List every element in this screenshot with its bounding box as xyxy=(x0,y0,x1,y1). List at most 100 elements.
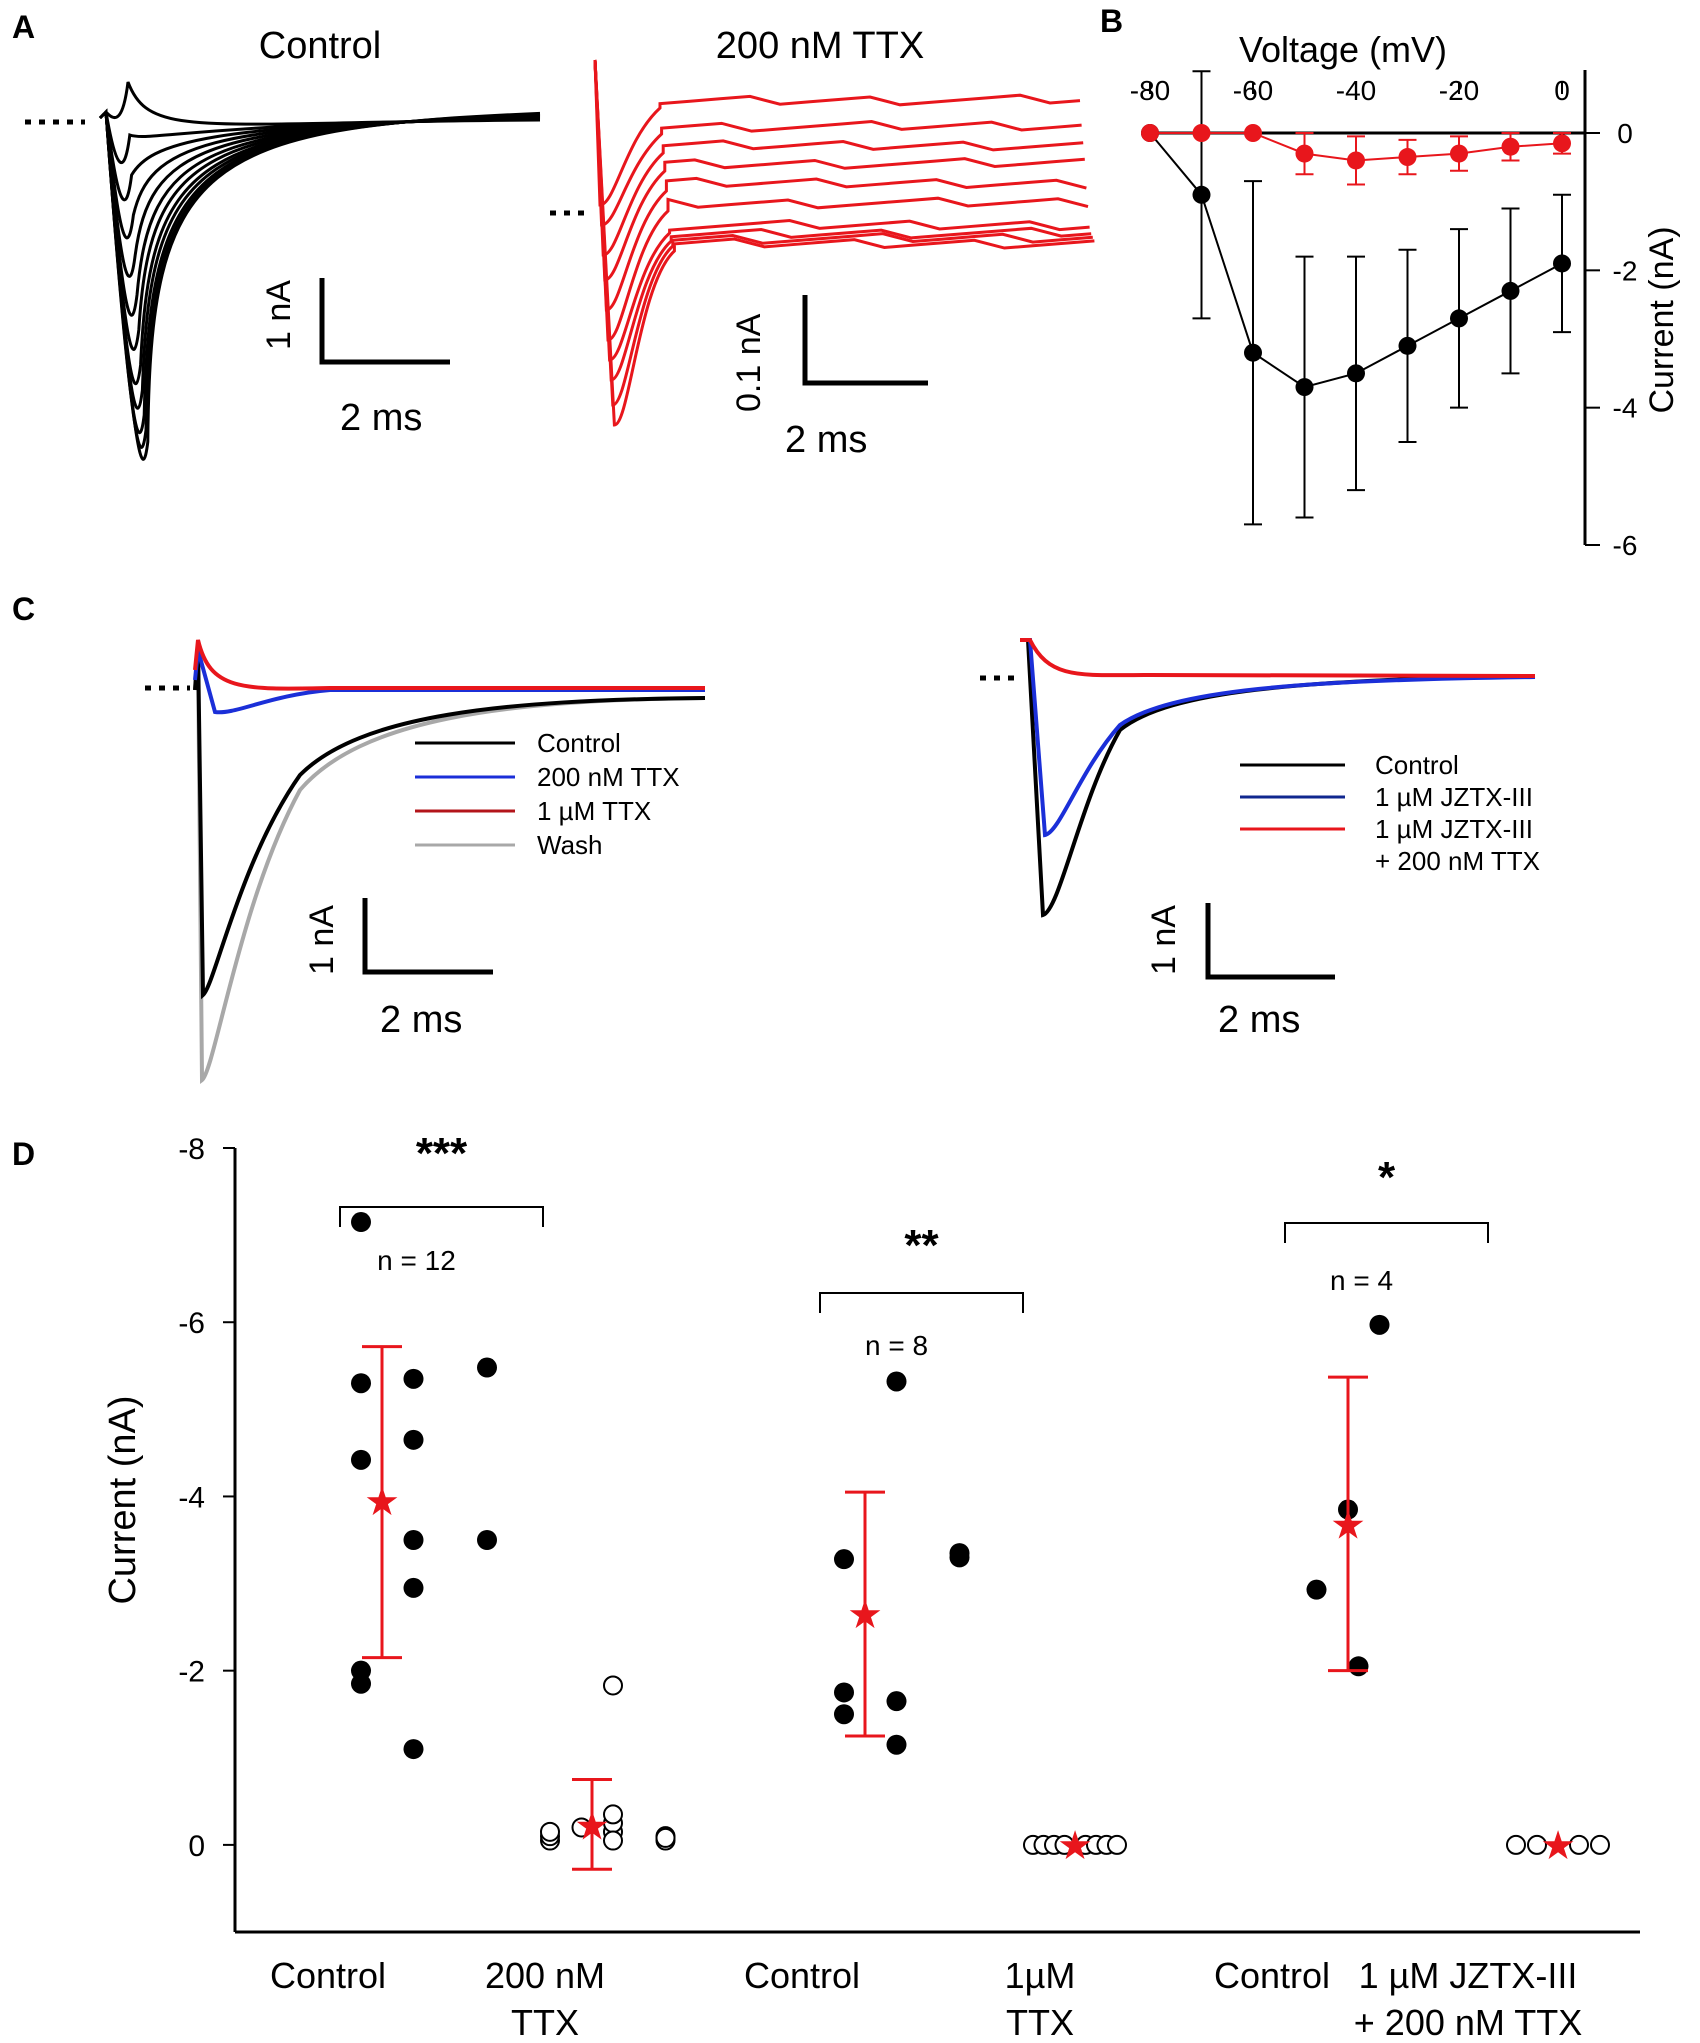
b-x-tick-label: -20 xyxy=(1439,75,1479,106)
b-point xyxy=(1192,185,1211,204)
d-x-label: Control xyxy=(1214,1955,1330,1996)
b-point xyxy=(1295,378,1314,397)
d-point-open xyxy=(603,1804,623,1825)
ttx-trace xyxy=(593,59,1085,282)
legend-text-control: Control xyxy=(537,728,621,758)
panel-d-label: D xyxy=(12,1136,35,1172)
d-y-tick-label: -6 xyxy=(178,1307,205,1340)
c-right-legend: Control 1 µM JZTX-III 1 µM JZTX-III + 20… xyxy=(1240,750,1540,876)
b-point xyxy=(1244,343,1262,362)
b-ylabel: Current (nA) xyxy=(1643,226,1681,413)
control-trace xyxy=(98,108,541,435)
ttx-trace xyxy=(593,59,1095,427)
b-y-tick-label: 0 xyxy=(1617,118,1633,149)
d-point-filled xyxy=(477,1357,497,1378)
d-x-label: + 200 nM TTX xyxy=(1354,2002,1582,2043)
d-x-label: Control xyxy=(744,1955,860,1996)
d-n-count: n = 8 xyxy=(865,1330,928,1361)
panel-c: C Control 200 nM TTX 1 µM TTX Wash Contr… xyxy=(12,591,1540,1085)
d-axes: -8 -6 -4 -2 0 xyxy=(178,1133,1640,1934)
d-point-filled xyxy=(403,1429,424,1450)
b-point xyxy=(1347,364,1365,383)
b-point xyxy=(1244,124,1262,142)
d-mean-star: ★ xyxy=(1057,1824,1093,1868)
b-y-tick-label: -4 xyxy=(1613,393,1638,424)
d-point-filled xyxy=(351,1449,371,1470)
c-left-legend: Control 200 nM TTX 1 µM TTX Wash xyxy=(415,728,680,860)
b-point xyxy=(1398,148,1417,167)
scale-ttx-y: 0.1 nA xyxy=(730,313,768,412)
d-mean-star: ★ xyxy=(847,1593,883,1637)
c-left-traces xyxy=(193,639,706,1085)
b-x-tick-label: 0 xyxy=(1554,75,1570,106)
d-point-filled xyxy=(403,1530,424,1550)
ttx-trace xyxy=(593,59,1090,362)
d-point-open xyxy=(1569,1834,1589,1855)
ttx-trace xyxy=(593,59,1082,227)
panel-a: A Control 200 nM TTX 1 nA 2 ms 0.1 nA 2 … xyxy=(12,9,1095,461)
d-point-open xyxy=(1506,1834,1526,1855)
control-title: Control xyxy=(259,25,382,67)
b-point xyxy=(1398,336,1417,355)
legend-text-wash: Wash xyxy=(537,830,603,860)
scale-control-x: 2 ms xyxy=(340,397,422,439)
d-point-open xyxy=(540,1821,560,1842)
b-y-tick-label: -6 xyxy=(1613,530,1638,561)
b-point xyxy=(1295,144,1314,163)
control-traces xyxy=(98,81,541,461)
d-bracket xyxy=(339,1206,544,1227)
b-xlabel: Voltage (mV) xyxy=(1239,29,1447,70)
b-series xyxy=(1141,70,1571,526)
d-point-open xyxy=(1054,1834,1075,1855)
scale-bar-control xyxy=(319,278,450,365)
c-trace-right-jztx-ttx xyxy=(1020,638,1536,678)
d-y-tick-label: -2 xyxy=(178,1656,205,1689)
legend-text-jztx: 1 µM JZTX-III xyxy=(1375,782,1533,812)
b-x-tick-label: -60 xyxy=(1233,75,1273,106)
ttx-trace xyxy=(593,59,1089,342)
b-y-tick-label: -2 xyxy=(1613,255,1638,286)
b-point xyxy=(1347,151,1365,170)
legend-text-jztx-ttx-1: 1 µM JZTX-III xyxy=(1375,814,1533,844)
d-y-tick-label: 0 xyxy=(188,1830,205,1863)
b-point xyxy=(1141,124,1159,142)
d-bracket xyxy=(1284,1222,1489,1243)
scale-control-y: 1 nA xyxy=(260,280,298,350)
c-right-scale-y: 1 nA xyxy=(1145,905,1183,975)
c-left-scale-bar xyxy=(362,898,493,975)
d-point-open xyxy=(655,1827,676,1848)
legend-text-200nm: 200 nM TTX xyxy=(537,762,680,792)
c-right-scale-bar xyxy=(1205,903,1335,980)
c-trace-200nm xyxy=(193,649,705,715)
d-y-tick-label: -8 xyxy=(178,1133,205,1166)
b-point xyxy=(1553,254,1571,273)
b-point xyxy=(1501,281,1520,300)
d-ylabel: Current (nA) xyxy=(102,1395,144,1604)
legend-text-right-control: Control xyxy=(1375,750,1459,780)
c-trace-1um xyxy=(193,639,705,691)
d-point-open xyxy=(1590,1834,1610,1855)
ttx-trace xyxy=(593,59,1084,257)
d-point-open xyxy=(1107,1834,1127,1855)
b-point xyxy=(1450,309,1468,328)
d-mean-star: ★ xyxy=(1540,1824,1576,1868)
d-point-filled xyxy=(1348,1656,1369,1677)
ttx-trace xyxy=(593,59,1081,207)
d-significance-stars: *** xyxy=(416,1129,468,1178)
d-brackets: *** n = 12 ** n = 8 * n = 4 xyxy=(339,1129,1489,1361)
ttx-traces xyxy=(593,59,1095,427)
d-mean-star: ★ xyxy=(574,1805,610,1849)
panel-d: D Current (nA) -8 -6 -4 -2 0 *** n = 12 ** n = … xyxy=(12,1129,1640,2043)
panel-b-label: B xyxy=(1100,3,1123,39)
d-n-count: n = 4 xyxy=(1330,1265,1393,1296)
d-point-open xyxy=(1527,1834,1547,1855)
scale-ttx-x: 2 ms xyxy=(785,419,867,461)
d-point-filled xyxy=(403,1368,424,1389)
d-xlabels: Control 200 nM TTX Control 1µM TTX Control 1 µM… xyxy=(270,1955,1582,2043)
d-bracket xyxy=(819,1292,1024,1313)
c-left-scale-y: 1 nA xyxy=(303,905,341,975)
panel-a-label: A xyxy=(12,9,35,45)
control-trace xyxy=(98,108,541,461)
b-axes: -80 -60 -40 -20 0 0 -2 -4 -6 xyxy=(1130,70,1638,561)
